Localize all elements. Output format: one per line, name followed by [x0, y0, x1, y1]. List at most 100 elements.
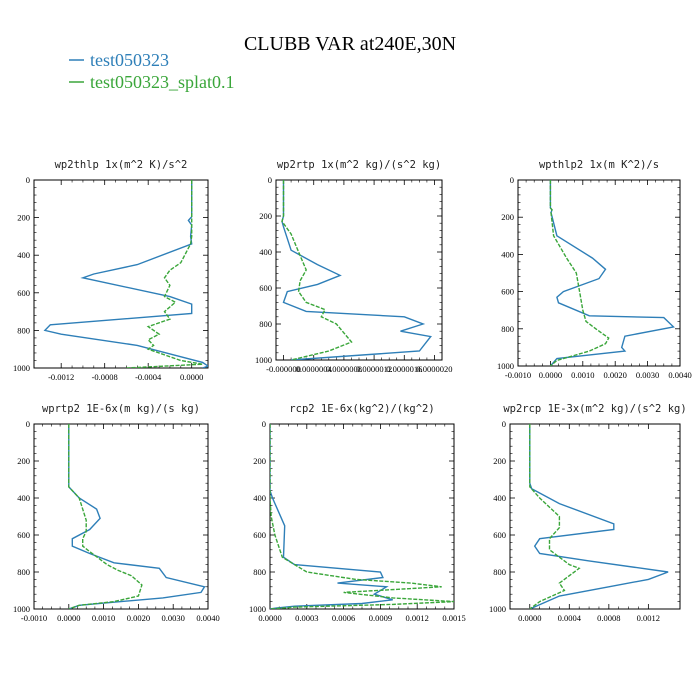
x-tick-label: 0.0000004 [296, 364, 333, 374]
y-tick-label: 1000 [13, 604, 30, 614]
x-tick-label: 0.0000020 [416, 364, 452, 374]
y-tick-label: 600 [17, 530, 30, 540]
x-tick-label: 0.0003 [295, 613, 318, 623]
y-tick-label: 600 [253, 530, 266, 540]
y-tick-label: 800 [501, 324, 514, 334]
y-tick-label: 0 [262, 419, 266, 429]
x-tick-label: 0.0004 [558, 613, 582, 623]
panel-title: rcp2 1E-6x(kg^2)/(kg^2) [289, 403, 434, 415]
x-tick-label: 0.0000008 [326, 364, 362, 374]
panel-title: wp2rcp 1E-3x(m^2 kg)/(s^2 kg) [503, 403, 686, 415]
x-tick-label: 0.0030 [162, 613, 185, 623]
y-tick-label: 600 [493, 530, 506, 540]
x-tick-label: -0.0012 [48, 372, 74, 382]
series-line-test050323 [68, 424, 206, 609]
x-tick-label: 0.0000016 [386, 364, 422, 374]
x-tick-label: 0.0000 [57, 613, 80, 623]
series-line-splat0.1 [270, 424, 454, 609]
y-tick-label: 600 [501, 287, 514, 297]
series-line-test050323 [281, 180, 432, 360]
series-line-splat0.1 [126, 180, 203, 368]
y-tick-label: 0 [268, 175, 272, 185]
y-tick-label: 400 [17, 250, 30, 260]
y-tick-label: 800 [17, 325, 30, 335]
panel-grid: wp2thlp 1x(m^2 K)/s^202004006008001000-0… [13, 159, 692, 623]
y-tick-label: 0 [26, 175, 30, 185]
x-tick-label: -0.000000 [266, 364, 301, 374]
plot-frame [33, 179, 209, 369]
y-tick-label: 600 [259, 283, 272, 293]
x-tick-label: 0.0006 [332, 613, 355, 623]
figure-title: CLUBB VAR at240E,30N [244, 33, 456, 55]
x-tick-label: 0.0020 [127, 613, 150, 623]
panel-title: wpthlp2 1x(m K^2)/s [539, 159, 659, 171]
x-tick-label: -0.0010 [21, 613, 47, 623]
y-tick-label: 200 [259, 211, 272, 221]
x-tick-label: 0.0000 [518, 613, 541, 623]
y-tick-label: 800 [17, 567, 30, 577]
plot-frame [275, 179, 443, 361]
x-tick-label: 0.0009 [369, 613, 392, 623]
y-tick-label: 800 [493, 567, 506, 577]
y-tick-label: 800 [259, 319, 272, 329]
panel-4: wprtp2 1E-6x(m kg)/(s kg) 0 200 400 600 800 10… [13, 403, 220, 623]
series-line-test050323 [529, 424, 669, 609]
x-tick-label: 0.0010 [571, 370, 594, 380]
x-tick-label: 0.0020 [604, 370, 627, 380]
x-tick-label: 0.0008 [597, 613, 620, 623]
series-line-splat0.1 [281, 180, 353, 360]
x-tick-label: 0.0012 [406, 613, 429, 623]
x-tick-label: -0.0010 [505, 370, 531, 380]
panel-5: rcp2 1E-6x(kg^2)/(kg^2) 0 200 400 600 800 1000… [249, 403, 466, 623]
y-tick-label: 800 [253, 567, 266, 577]
y-tick-label: 1000 [13, 363, 30, 373]
y-tick-label: 400 [17, 493, 30, 503]
x-tick-label: 0.0000 [258, 613, 281, 623]
y-tick-label: 400 [253, 493, 266, 503]
x-tick-label: 0.0030 [636, 370, 659, 380]
series-line-test050323 [43, 180, 208, 368]
panel-2: wp2rtp 1x(m^2 kg)/(s^2 kg) 0 200 400 600 800 1… [255, 159, 453, 374]
y-tick-label: 0 [502, 419, 506, 429]
y-tick-label: 400 [493, 493, 506, 503]
legend-label-2: test050323_splat0.1 [90, 72, 235, 92]
panel-title: wp2thlp 1x(m^2 K)/s^2 [55, 159, 188, 171]
y-tick-label: 600 [17, 288, 30, 298]
x-tick-label: 0.0000 [180, 372, 203, 382]
panel-title: wprtp2 1E-6x(m kg)/(s kg) [42, 403, 200, 415]
panel-title: wp2rtp 1x(m^2 kg)/(s^2 kg) [277, 159, 441, 171]
y-tick-label: 0 [510, 175, 514, 185]
x-tick-label: -0.0004 [135, 372, 162, 382]
y-tick-label: 400 [259, 247, 272, 257]
y-tick-label: 200 [17, 456, 30, 466]
series-line-splat0.1 [529, 424, 581, 609]
y-tick-label: 200 [501, 212, 514, 222]
series-line-splat0.1 [68, 424, 143, 609]
y-tick-label: 1000 [255, 355, 272, 365]
y-tick-label: 200 [253, 456, 266, 466]
y-tick-label: 1000 [249, 604, 266, 614]
panel-3: wpthlp2 1x(m K^2)/s 0 200 400 600 800 1000-0.0… [497, 159, 692, 380]
x-tick-label: 0.0040 [668, 370, 691, 380]
y-tick-label: 200 [493, 456, 506, 466]
x-tick-label: 0.0040 [196, 613, 219, 623]
series-line-test050323 [549, 180, 675, 366]
x-tick-label: 0.0010 [92, 613, 115, 623]
y-tick-label: 200 [17, 213, 30, 223]
x-tick-label: 0.0015 [442, 613, 465, 623]
y-tick-label: 400 [501, 249, 514, 259]
plot-frame [269, 423, 455, 610]
x-tick-label: 0.0000012 [356, 364, 392, 374]
plot-frame [517, 179, 681, 367]
series-line-splat0.1 [549, 180, 610, 366]
x-tick-label: 0.0000 [539, 370, 562, 380]
y-tick-label: 0 [26, 419, 30, 429]
plot-frame [509, 423, 681, 610]
panel-1: wp2thlp 1x(m^2 K)/s^2 0 200 400 600 800 1000 -0… [13, 159, 209, 382]
legend: test050323 test050323_splat0.1 [69, 50, 235, 92]
y-tick-label: 1000 [489, 604, 506, 614]
y-tick-label: 1000 [497, 361, 514, 371]
panel-6: wp2rcp 1E-3x(m^2 kg)/(s^2 kg) 0 200 400 600 8… [489, 403, 687, 623]
legend-label-1: test050323 [90, 50, 169, 70]
